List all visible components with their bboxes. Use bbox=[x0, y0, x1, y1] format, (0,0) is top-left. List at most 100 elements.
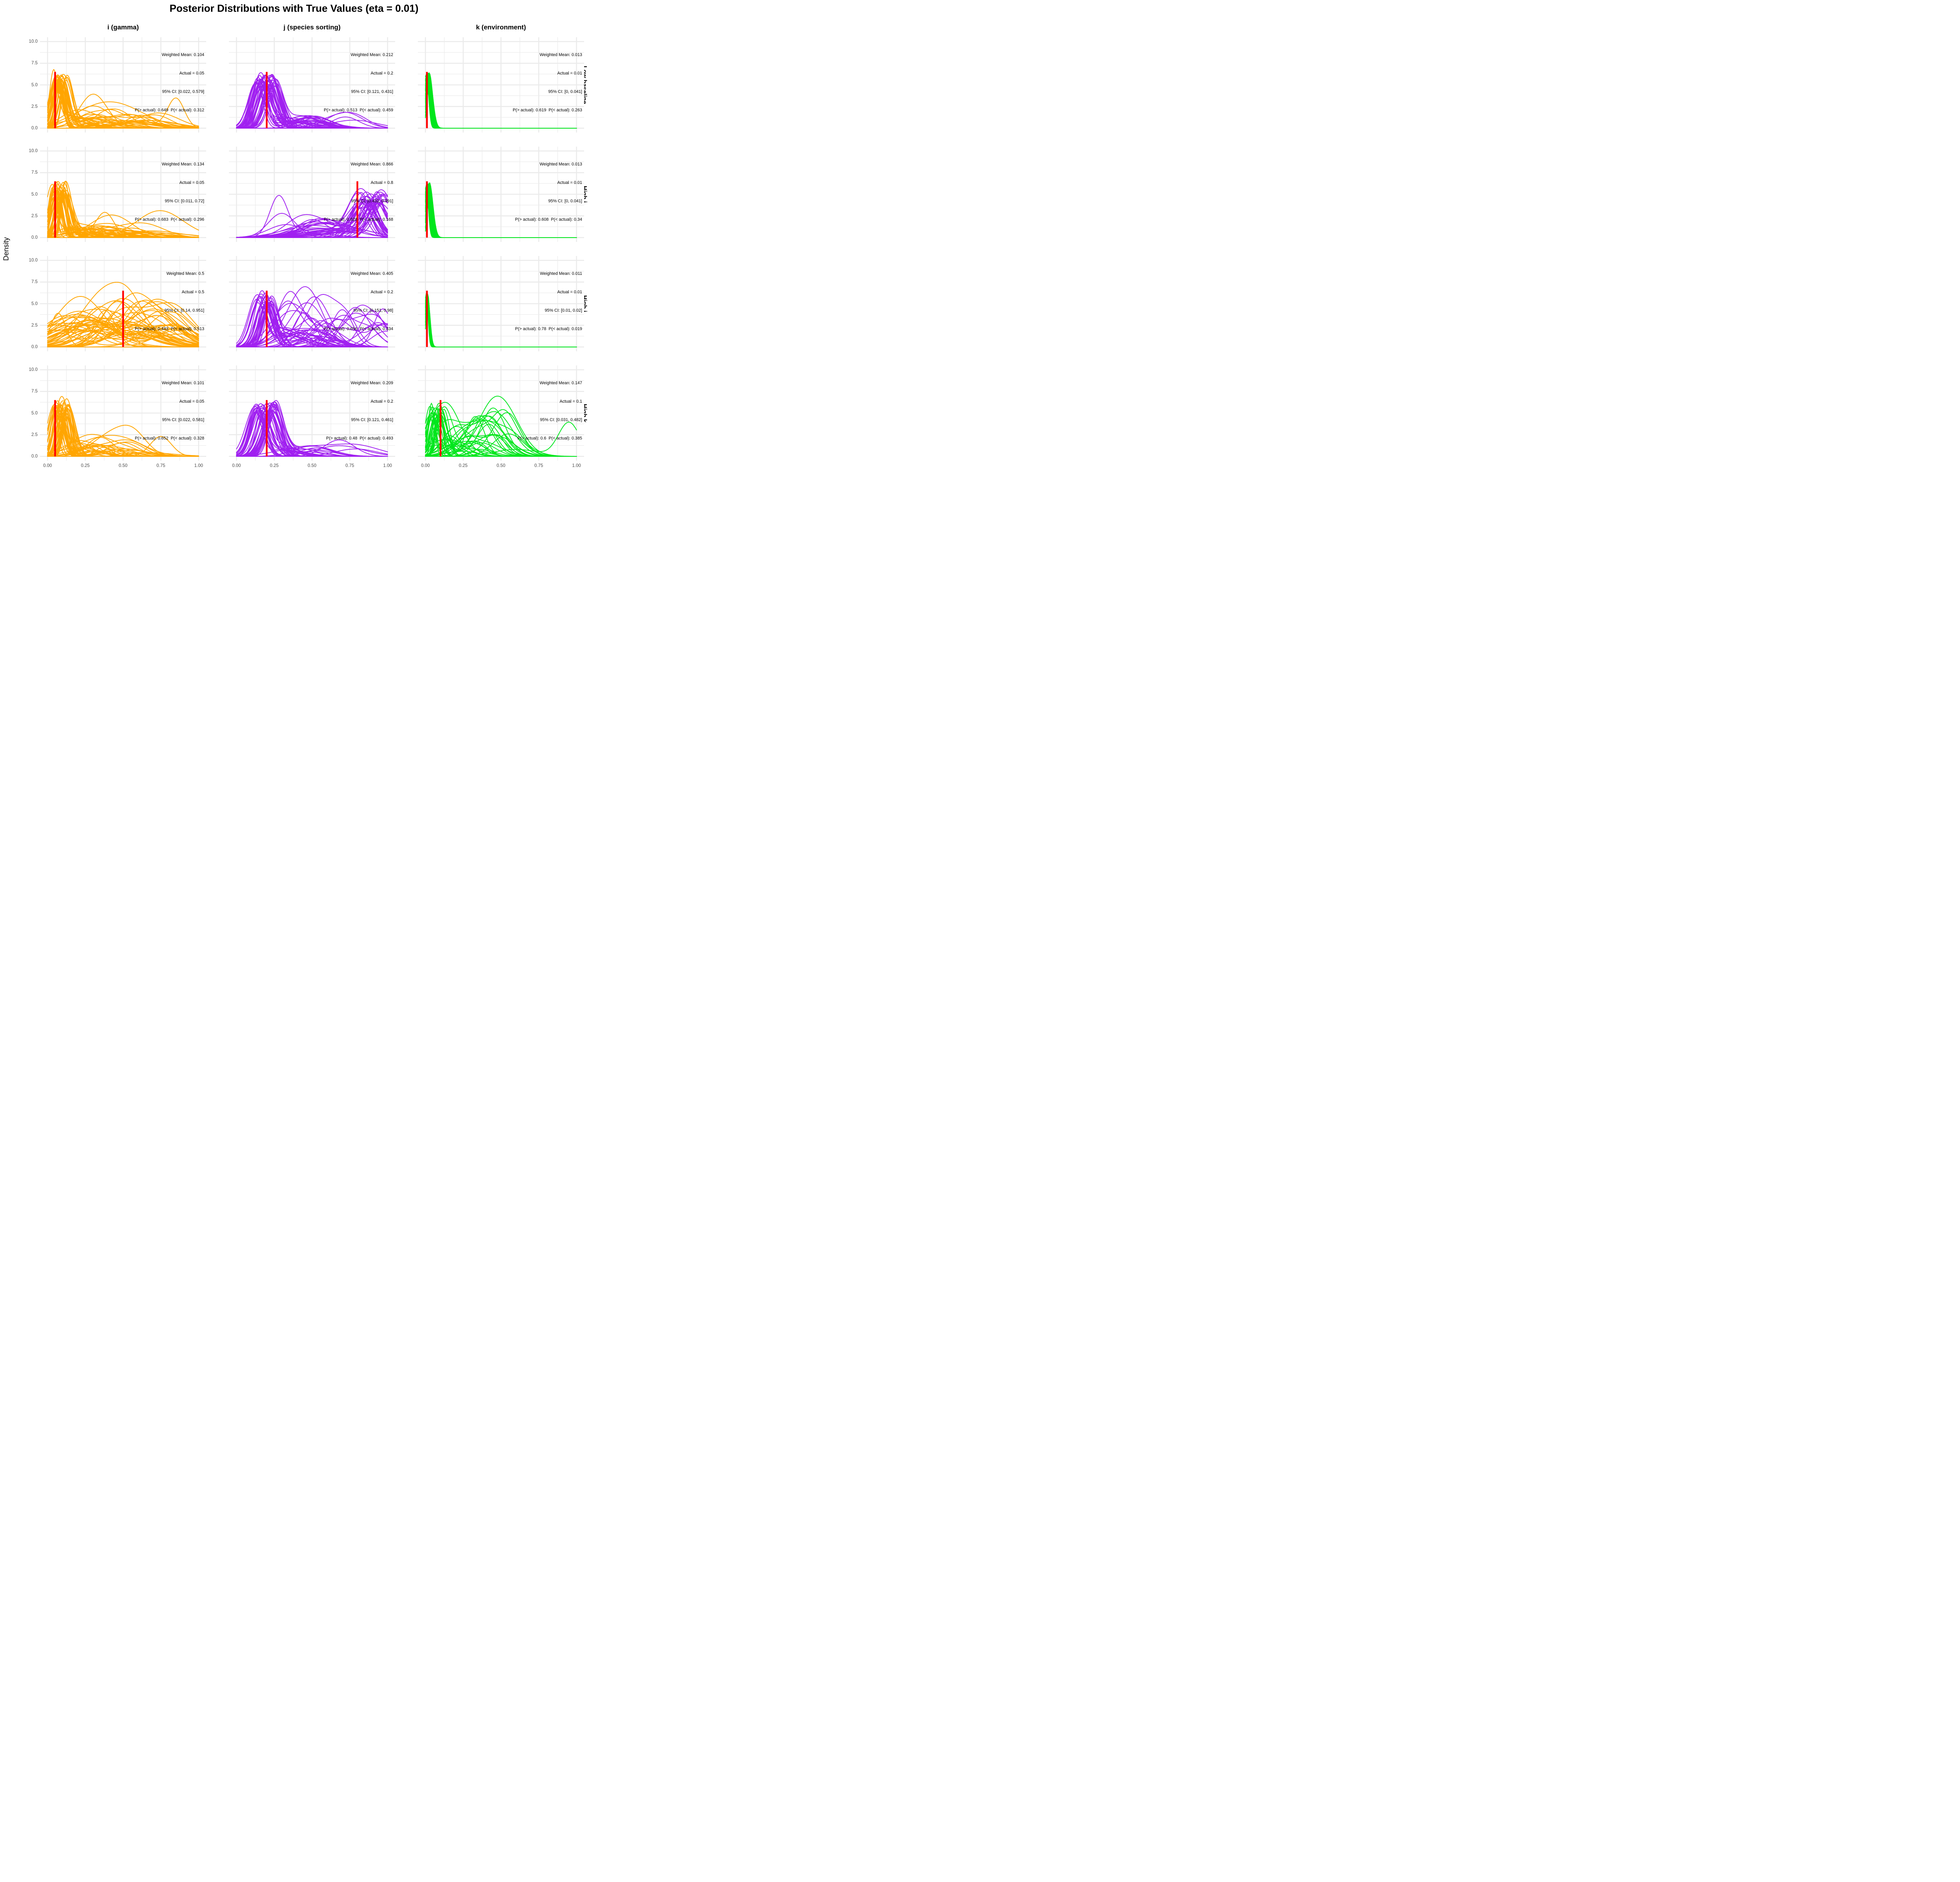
density-curve bbox=[425, 416, 577, 457]
density-panel-high-i-j: Weighted Mean: 0.405 Actual = 0.2 95% CI… bbox=[229, 256, 395, 351]
weighted-mean-label: Weighted Mean: 0.134 bbox=[162, 162, 204, 167]
x-tick-label: 0.75 bbox=[345, 463, 354, 468]
column-header-k-environment: k (environment) bbox=[476, 24, 526, 31]
y-tick-label: 10.0 bbox=[29, 39, 38, 44]
actual-value-label: Actual = 0.05 bbox=[179, 71, 204, 76]
actual-value-label: Actual = 0.01 bbox=[557, 180, 582, 185]
y-tick-label: 7.5 bbox=[31, 389, 38, 394]
ci-label: 95% CI: [0.022, 0.581] bbox=[162, 417, 204, 422]
column-header-j-species-sorting: j (species sorting) bbox=[283, 24, 341, 31]
density-curve bbox=[47, 435, 199, 457]
p-values-label: P(> actual): 0.828 P(< actual): 0.168 bbox=[323, 217, 393, 222]
y-tick-label: 0.0 bbox=[31, 125, 38, 131]
ci-label: 95% CI: [0.121, 0.461] bbox=[351, 417, 393, 422]
x-tick-label: 0.75 bbox=[534, 463, 543, 468]
density-plot-svg bbox=[40, 365, 206, 461]
density-panel-low-baseline-j: Weighted Mean: 0.212 Actual = 0.2 95% CI… bbox=[229, 37, 395, 133]
gridlines bbox=[418, 256, 584, 351]
density-plot-svg bbox=[418, 256, 584, 351]
p-values-label: P(> actual): 0.48 P(< actual): 0.493 bbox=[326, 436, 393, 441]
density-curve bbox=[47, 222, 199, 238]
weighted-mean-label: Weighted Mean: 0.209 bbox=[350, 381, 393, 386]
density-curve bbox=[47, 442, 199, 457]
density-curves bbox=[47, 180, 199, 238]
x-tick-label: 0.50 bbox=[496, 463, 506, 468]
p-values-label: P(> actual): 0.649 P(< actual): 0.312 bbox=[134, 107, 204, 113]
actual-value-label: Actual = 0.05 bbox=[179, 180, 204, 185]
ci-label: 95% CI: [0.432, 0.991] bbox=[351, 198, 393, 203]
x-tick-label: 0.25 bbox=[81, 463, 90, 468]
density-curve bbox=[47, 105, 199, 127]
ci-label: 95% CI: [0, 0.041] bbox=[548, 89, 582, 94]
weighted-mean-label: Weighted Mean: 0.405 bbox=[350, 271, 393, 276]
panel-annotations: Weighted Mean: 0.866 Actual = 0.8 95% CI… bbox=[324, 149, 393, 235]
y-tick-label: 7.5 bbox=[31, 280, 38, 285]
p-values-label: P(> actual): 0.513 P(< actual): 0.459 bbox=[323, 107, 393, 113]
density-curve bbox=[47, 114, 199, 129]
density-curve bbox=[47, 403, 199, 457]
x-tick-label: 1.00 bbox=[194, 463, 203, 468]
density-curve bbox=[236, 323, 388, 347]
density-panel-high-j-k: Weighted Mean: 0.013 Actual = 0.01 95% C… bbox=[418, 147, 584, 242]
figure-title: Posterior Distributions with True Values… bbox=[169, 2, 419, 14]
p-values-label: P(> actual): 0.619 P(< actual): 0.263 bbox=[512, 107, 582, 113]
panel-annotations: Weighted Mean: 0.212 Actual = 0.2 95% CI… bbox=[324, 40, 393, 125]
p-values-label: P(> actual): 0.78 P(< actual): 0.019 bbox=[515, 326, 582, 331]
density-plot-svg bbox=[418, 365, 584, 461]
panel-annotations: Weighted Mean: 0.013 Actual = 0.01 95% C… bbox=[513, 40, 582, 125]
p-values-label: P(> actual): 0.652 P(< actual): 0.328 bbox=[134, 436, 204, 441]
density-curves bbox=[236, 400, 388, 457]
y-tick-label: 5.0 bbox=[31, 82, 38, 87]
weighted-mean-label: Weighted Mean: 0.013 bbox=[539, 162, 582, 167]
panel-annotations: Weighted Mean: 0.104 Actual = 0.05 95% C… bbox=[135, 40, 204, 125]
y-tick-label: 2.5 bbox=[31, 213, 38, 218]
density-panel-high-k-k: Weighted Mean: 0.147 Actual = 0.1 95% CI… bbox=[418, 365, 584, 461]
actual-value-label: Actual = 0.05 bbox=[179, 399, 204, 404]
density-curves bbox=[425, 396, 577, 457]
density-curve bbox=[236, 298, 388, 347]
panel-annotations: Weighted Mean: 0.101 Actual = 0.05 95% C… bbox=[135, 368, 204, 454]
density-plot-svg bbox=[418, 147, 584, 242]
ci-label: 95% CI: [0, 0.041] bbox=[548, 198, 582, 203]
x-tick-label: 0.75 bbox=[156, 463, 165, 468]
actual-value-label: Actual = 0.2 bbox=[370, 399, 393, 404]
actual-value-label: Actual = 0.1 bbox=[559, 399, 582, 404]
y-tick-label: 5.0 bbox=[31, 192, 38, 197]
actual-value-label: Actual = 0.2 bbox=[370, 71, 393, 76]
density-plot-svg bbox=[418, 37, 584, 133]
weighted-mean-label: Weighted Mean: 0.011 bbox=[540, 271, 582, 276]
density-panel-high-i-k: Weighted Mean: 0.011 Actual = 0.01 95% C… bbox=[418, 256, 584, 351]
panel-annotations: Weighted Mean: 0.405 Actual = 0.2 95% CI… bbox=[324, 259, 393, 344]
y-tick-label: 0.0 bbox=[31, 344, 38, 349]
weighted-mean-label: Weighted Mean: 0.013 bbox=[539, 53, 582, 58]
y-tick-label: 7.5 bbox=[31, 61, 38, 66]
y-tick-label: 5.0 bbox=[31, 411, 38, 416]
ci-label: 95% CI: [0.01, 0.02] bbox=[544, 308, 582, 313]
density-curves bbox=[425, 292, 577, 347]
weighted-mean-label: Weighted Mean: 0.101 bbox=[162, 381, 204, 386]
p-values-label: P(> actual): 0.6 P(< actual): 0.385 bbox=[517, 436, 582, 441]
density-curve bbox=[47, 227, 199, 238]
x-tick-label: 1.00 bbox=[383, 463, 392, 468]
y-tick-label: 0.0 bbox=[31, 235, 38, 240]
x-tick-label: 1.00 bbox=[572, 463, 581, 468]
density-curve bbox=[47, 94, 199, 129]
y-axis-title: Density bbox=[2, 237, 10, 261]
density-curve bbox=[47, 74, 199, 128]
x-tick-label: 0.00 bbox=[421, 463, 430, 468]
panel-annotations: Weighted Mean: 0.011 Actual = 0.01 95% C… bbox=[515, 259, 582, 344]
density-panel-high-k-i: Weighted Mean: 0.101 Actual = 0.05 95% C… bbox=[40, 365, 206, 461]
y-tick-label: 5.0 bbox=[31, 301, 38, 306]
density-curve bbox=[47, 425, 199, 457]
x-tick-label: 0.00 bbox=[232, 463, 241, 468]
panel-annotations: Weighted Mean: 0.134 Actual = 0.05 95% C… bbox=[135, 149, 204, 235]
p-values-label: P(> actual): 0.656 P(< actual): 0.334 bbox=[323, 326, 393, 331]
density-panel-high-j-j: Weighted Mean: 0.866 Actual = 0.8 95% CI… bbox=[229, 147, 395, 242]
density-curve bbox=[236, 318, 388, 347]
density-panel-high-j-i: Weighted Mean: 0.134 Actual = 0.05 95% C… bbox=[40, 147, 206, 242]
density-plot-svg bbox=[40, 147, 206, 242]
y-tick-label: 10.0 bbox=[29, 149, 38, 154]
x-tick-label: 0.25 bbox=[459, 463, 468, 468]
actual-value-label: Actual = 0.01 bbox=[557, 71, 582, 76]
density-curve bbox=[236, 191, 388, 238]
